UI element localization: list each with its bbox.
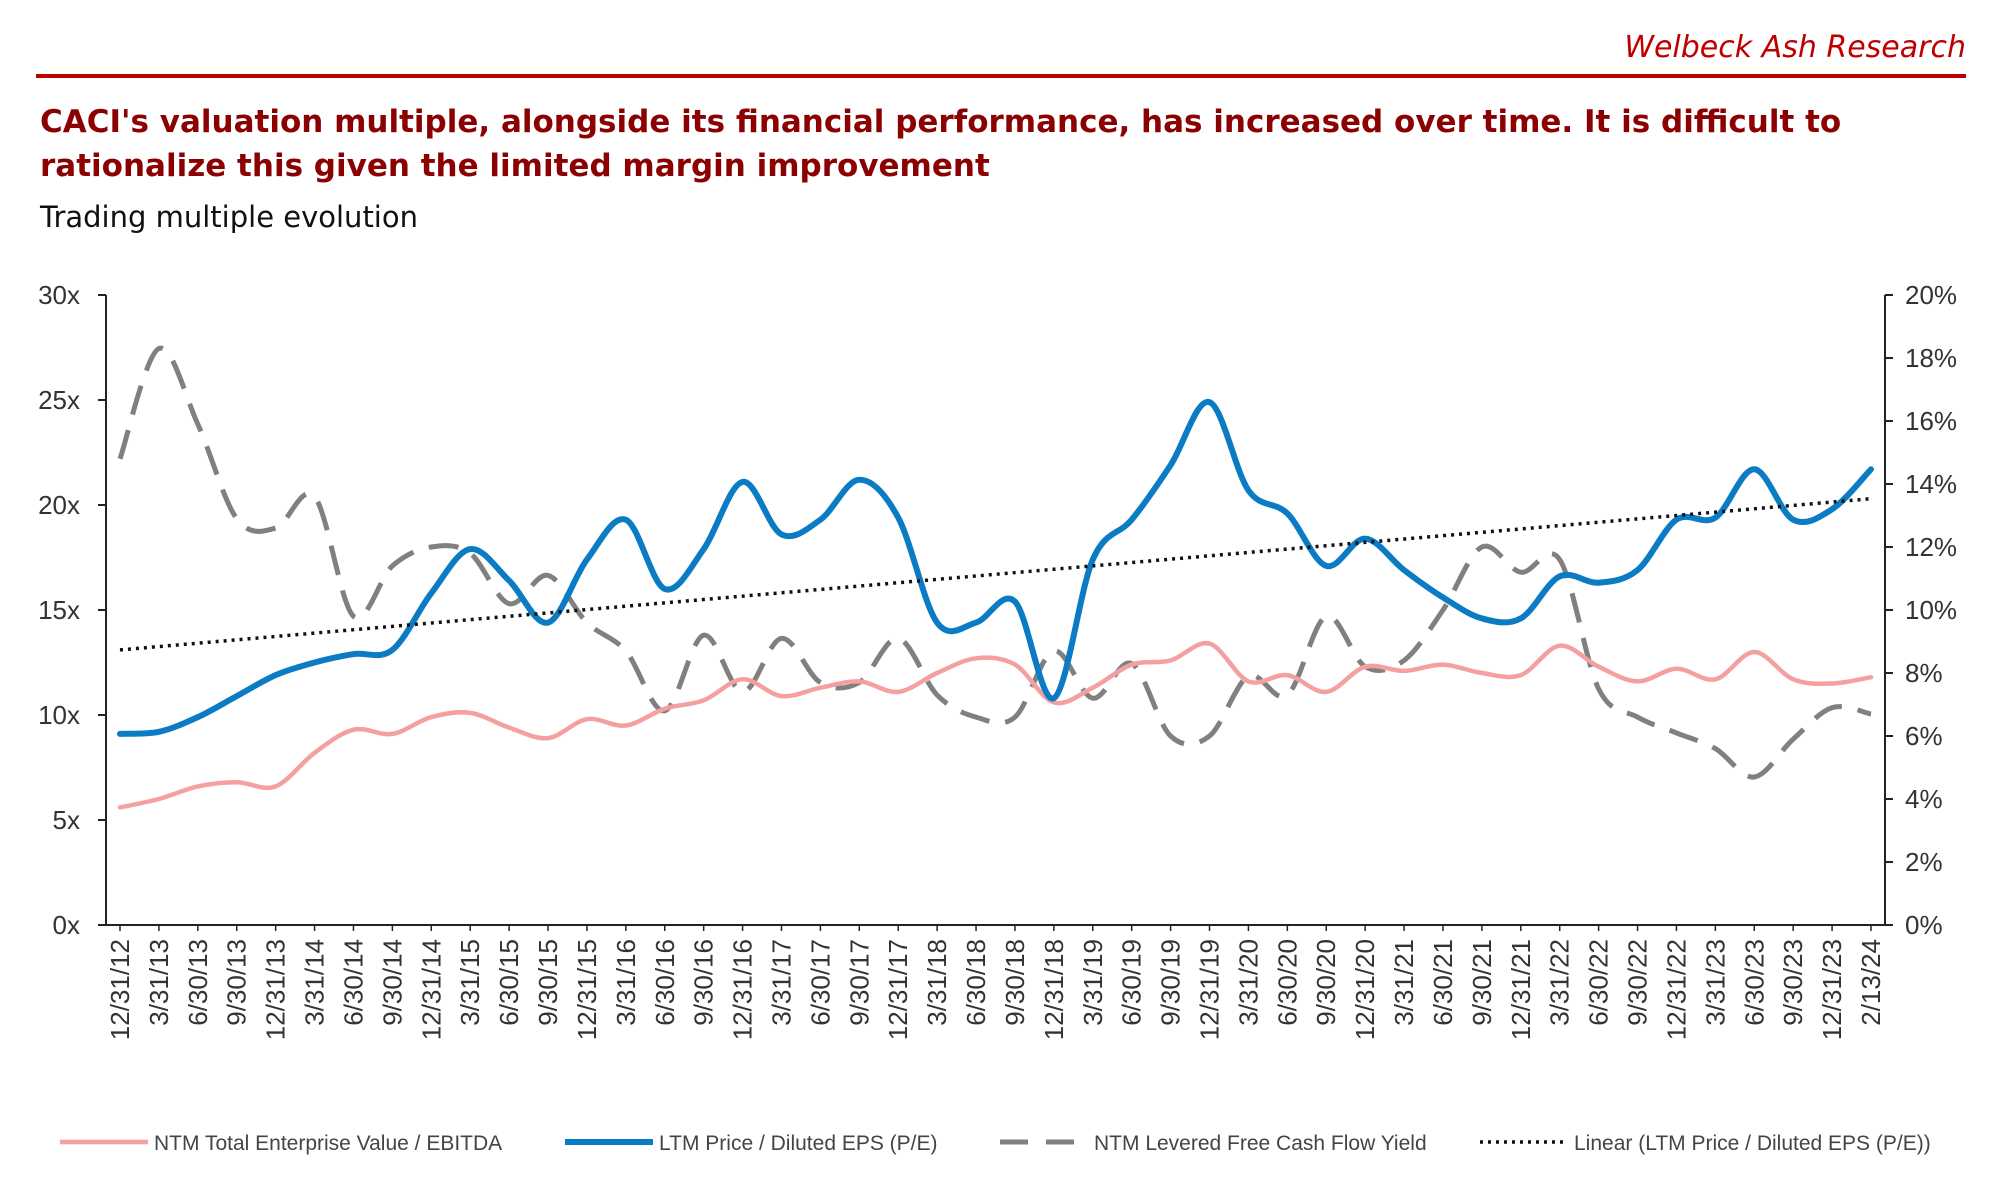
x-tick-label: 9/30/13 [222,939,252,1026]
legend-label: NTM Levered Free Cash Flow Yield [1094,1132,1427,1155]
series-line-3 [119,496,1872,652]
right-tick-label: 0% [1905,910,1943,940]
x-tick-label: 3/31/20 [1233,939,1263,1026]
x-tick-label: 3/31/22 [1545,939,1575,1026]
x-axis-ticks: 12/31/12 3/31/13 6/30/13 9/30/13 12/31/13 3/3… [105,925,1886,1040]
right-tick-label: 20% [1905,280,1957,310]
x-tick-label: 3/31/18 [922,939,952,1026]
x-tick-label: 9/30/20 [1311,939,1341,1026]
chart-legend: NTM Total Enterprise Value / EBITDA LTM P… [60,1132,1931,1155]
x-tick-label: 9/30/14 [377,939,407,1026]
right-tick-label: 10% [1905,595,1957,625]
left-tick-label: 25x [38,385,80,415]
x-tick-label: 3/31/16 [611,939,641,1026]
x-tick-label: 6/30/18 [961,939,991,1026]
x-tick-label: 12/31/21 [1506,939,1536,1040]
x-tick-label: 6/30/23 [1739,939,1769,1026]
x-tick-label: 9/30/22 [1623,939,1653,1026]
right-tick-label: 16% [1905,406,1957,436]
x-tick-label: 6/30/15 [494,939,524,1026]
x-tick-label: 6/30/16 [650,939,680,1026]
x-tick-label: 3/31/19 [1078,939,1108,1026]
left-tick-label: 20x [38,490,80,520]
x-tick-label: 6/30/20 [1272,939,1302,1026]
right-tick-label: 6% [1905,721,1943,751]
right-tick-label: 18% [1905,343,1957,373]
legend-label: NTM Total Enterprise Value / EBITDA [154,1132,502,1155]
left-tick-label: 30x [38,280,80,310]
x-tick-label: 12/31/17 [883,939,913,1040]
left-tick-label: 5x [53,805,80,835]
x-tick-label: 6/30/21 [1428,939,1458,1026]
x-tick-label: 6/30/14 [338,939,368,1026]
x-tick-label: 12/31/13 [261,939,291,1040]
right-tick-label: 8% [1905,658,1943,688]
left-axis-ticks: 0x 5x 10x 15x 20x 25x 30x [38,280,106,940]
series-line-1 [117,399,1874,737]
x-tick-label: 12/31/12 [105,939,135,1040]
left-tick-label: 0x [53,910,80,940]
series-line-2 [117,345,1872,780]
x-tick-label: 3/31/15 [455,939,485,1026]
x-tick-label: 6/30/19 [1117,939,1147,1026]
x-tick-label: 3/31/17 [766,939,796,1026]
x-tick-label: 9/30/17 [844,939,874,1026]
left-tick-label: 15x [38,595,80,625]
left-tick-label: 10x [38,700,80,730]
legend-label: LTM Price / Diluted EPS (P/E) [659,1132,938,1155]
source-label: Welbeck Ash Research [1624,30,1966,65]
x-tick-label: 12/31/19 [1195,939,1225,1040]
chart-subtitle: Trading multiple evolution [40,200,418,234]
x-tick-label: 2/13/24 [1856,939,1886,1026]
x-tick-label: 9/30/21 [1467,939,1497,1026]
legend-label: Linear (LTM Price / Diluted EPS (P/E)) [1574,1132,1931,1155]
x-tick-label: 12/31/23 [1817,939,1847,1040]
x-tick-label: 6/30/13 [183,939,213,1026]
chart-series [117,345,1874,810]
x-tick-label: 9/30/18 [1000,939,1030,1026]
right-tick-label: 14% [1905,469,1957,499]
right-tick-label: 2% [1905,847,1943,877]
series-line-0 [117,640,1874,810]
x-tick-label: 9/30/23 [1778,939,1808,1026]
x-tick-label: 6/30/17 [805,939,835,1026]
x-tick-label: 9/30/19 [1156,939,1186,1026]
right-tick-label: 4% [1905,784,1943,814]
x-tick-label: 12/31/18 [1039,939,1069,1040]
x-tick-label: 12/31/16 [728,939,758,1040]
x-tick-label: 3/31/14 [300,939,330,1026]
x-tick-label: 3/31/21 [1389,939,1419,1026]
right-tick-label: 12% [1905,532,1957,562]
x-tick-label: 3/31/23 [1700,939,1730,1026]
x-tick-label: 6/30/22 [1584,939,1614,1026]
x-tick-label: 9/30/15 [533,939,563,1026]
header-rule [36,74,1966,78]
right-axis-ticks: 0% 2% 4% 6% 8% 10% 12% 14% 16% 18% 20% [1885,280,1957,940]
x-tick-label: 12/31/15 [572,939,602,1040]
x-tick-label: 9/30/16 [689,939,719,1026]
x-tick-label: 12/31/20 [1350,939,1380,1040]
chart-headline: CACI's valuation multiple, alongside its… [40,104,1842,184]
x-tick-label: 12/31/22 [1661,939,1691,1040]
x-tick-label: 12/31/14 [416,939,446,1040]
x-tick-label: 3/31/13 [144,939,174,1026]
